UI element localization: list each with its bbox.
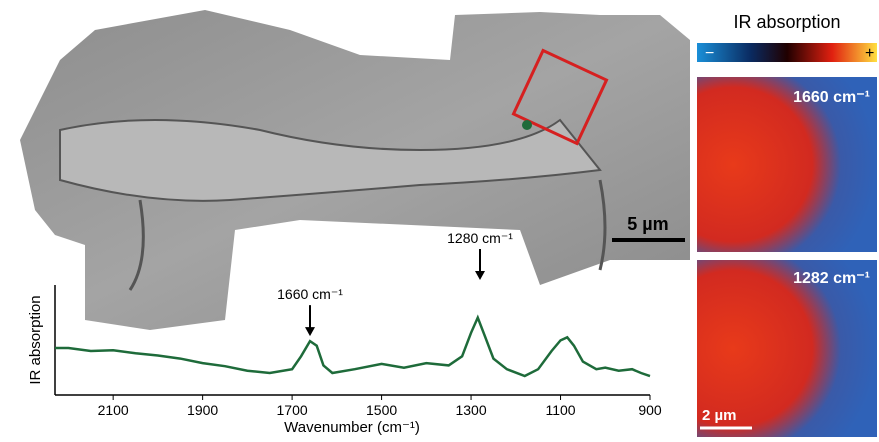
y-axis-label: IR absorption (27, 295, 44, 384)
scale-bar-label: 2 µm (702, 407, 737, 424)
x-tick-label: 1900 (187, 402, 218, 418)
annotation: 1280 cm⁻¹ (447, 230, 513, 246)
colorbar (697, 43, 877, 62)
x-tick-label: 2100 (98, 402, 129, 418)
x-axis-label: Wavenumber (cm⁻¹) (284, 419, 420, 436)
figure: 5 µm IR absorption − + 1660 cm⁻¹ 1282 cm… (0, 0, 879, 437)
colorbar-title: IR absorption (733, 12, 840, 32)
x-tick-label: 900 (638, 402, 662, 418)
x-tick-label: 1100 (545, 402, 575, 418)
map-label: 1660 cm⁻¹ (793, 89, 870, 106)
colorbar-max: + (865, 45, 874, 62)
scale-bar-label: 5 µm (627, 214, 668, 234)
annotation: 1660 cm⁻¹ (277, 286, 343, 302)
ir-maps: IR absorption − + 1660 cm⁻¹ 1282 cm⁻¹ 2 … (697, 12, 877, 437)
sem-mosaic: 5 µm (20, 10, 690, 330)
x-tick-label: 1700 (277, 402, 308, 418)
x-tick-label: 1300 (455, 402, 486, 418)
colorbar-min: − (705, 45, 714, 62)
x-tick-label: 1500 (366, 402, 397, 418)
annotation-arrowhead (475, 271, 485, 280)
map-label: 1282 cm⁻¹ (793, 270, 870, 287)
